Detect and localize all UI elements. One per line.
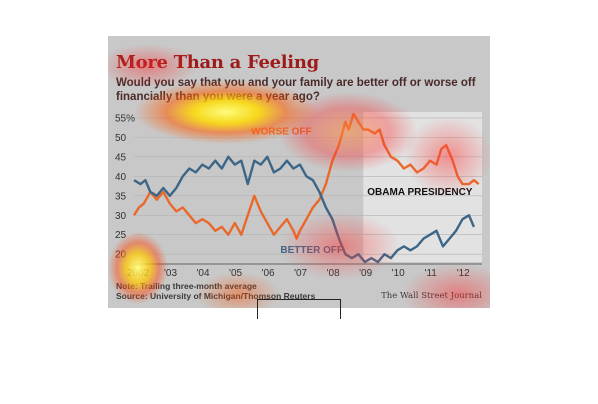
x-tick-label: '09: [359, 268, 372, 279]
x-tick-label: '04: [197, 268, 210, 279]
x-tick-label: '12: [457, 268, 470, 279]
x-tick-label: '08: [327, 268, 340, 279]
x-tick-label: '10: [392, 268, 405, 279]
credit-text: The Wall Street Journal: [381, 291, 482, 301]
x-tick-label: '06: [262, 268, 275, 279]
y-tick-label: 45: [115, 152, 127, 163]
y-tick-label: 50: [115, 133, 127, 144]
chart-subtitle: Would you say that you and your family a…: [116, 77, 476, 103]
selection-box: [257, 299, 341, 319]
x-tick-label: '11: [425, 268, 438, 279]
note-text: Note: Trailing three-month average: [116, 281, 257, 291]
y-tick-label: 55%: [115, 113, 135, 124]
region-label: OBAMA PRESIDENCY: [367, 187, 473, 198]
chart-title: More Than a Feeling: [116, 52, 319, 73]
x-tick-label: '07: [294, 268, 307, 279]
x-tick-label: 2002: [127, 268, 150, 279]
y-tick-label: 25: [115, 230, 127, 241]
y-tick-label: 20: [115, 250, 127, 261]
y-tick-label: 35: [115, 191, 127, 202]
worse-off-label: WORSE OFF: [251, 126, 312, 137]
x-tick-label: '03: [164, 268, 177, 279]
x-tick-label: '05: [229, 268, 242, 279]
y-tick-label: 40: [115, 172, 127, 183]
y-tick-label: 30: [115, 211, 127, 222]
chart-panel: OBAMA PRESIDENCY 20 25 30 35 40 45 50 55% 2002 '03…: [108, 36, 490, 308]
better-off-label: BETTER OFF: [280, 245, 343, 256]
chart-note: Note: Trailing three-month average Sourc…: [116, 281, 315, 301]
